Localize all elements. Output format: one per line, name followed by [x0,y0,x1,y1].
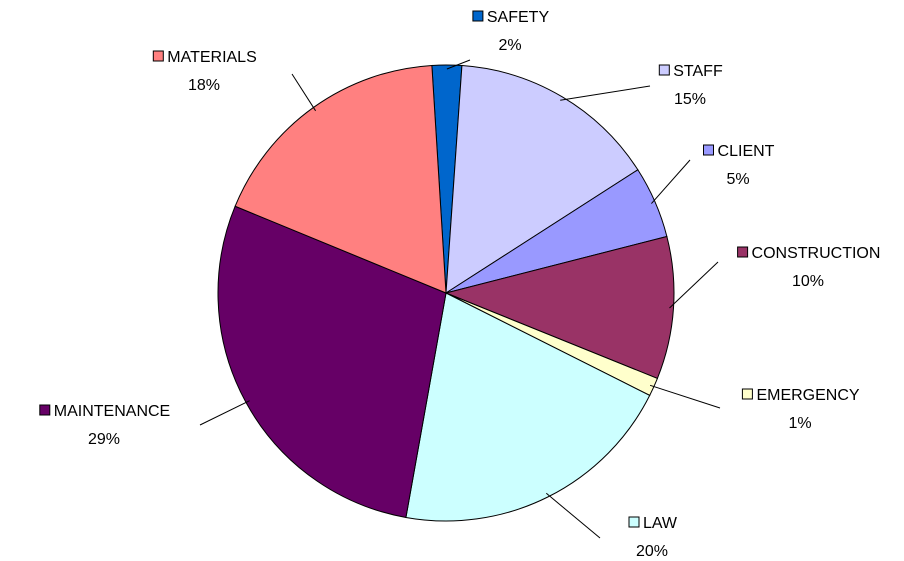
data-label-construction: CONSTRUCTION 10% [737,245,881,290]
legend-key-swatch [703,144,714,156]
slice-label-name: MATERIALS [167,49,257,66]
legend-key-swatch [472,10,484,22]
legend-key-swatch [658,64,670,76]
slice-label-name: CONSTRUCTION [752,245,881,262]
leader-line-staff [560,85,651,101]
leader-line-safety [446,59,471,70]
legend-key-swatch [741,388,753,400]
pie-slice-construction [444,235,675,380]
pie-slice-law [405,292,651,522]
slice-label-percent: 1% [788,415,811,432]
leader-line-client [651,159,691,204]
slice-label-percent: 15% [674,91,706,108]
slice-label-percent: 18% [188,77,220,94]
data-label-maintenance: MAINTENANCE 29% [39,403,170,448]
slice-label-name: EMERGENCY [756,387,859,404]
slice-label-name: SAFETY [487,9,550,26]
pie-slice-staff [445,65,639,294]
leader-line-construction [669,261,719,309]
legend-key-swatch [39,404,51,416]
leader-line-law [545,492,601,539]
leader-lines [199,59,721,539]
data-label-staff: STAFF 15% [658,63,723,108]
data-label-law: LAW 20% [628,515,678,560]
legend-key-swatch [628,516,640,528]
leader-line-emergency [649,384,721,409]
data-labels: SAFETY 2% STAFF 15% CLIENT 5% CONSTRUCTION 10% E… [39,9,881,560]
data-label-emergency: EMERGENCY 1% [741,387,860,432]
slice-label-percent: 10% [792,273,824,290]
legend-key-swatch [737,246,749,258]
slice-label-percent: 2% [498,37,521,54]
slice-label-percent: 5% [726,171,749,188]
slice-label-name: MAINTENANCE [54,403,170,420]
slice-label-name: STAFF [673,63,723,80]
slice-label-name: CLIENT [718,143,775,160]
slice-label-name: LAW [643,515,678,532]
data-label-materials: MATERIALS 18% [152,49,257,94]
leader-line-maintenance [199,400,250,426]
pie-slices [217,64,675,522]
leader-line-materials [291,73,317,112]
legend-key-swatch [152,50,164,62]
data-label-safety: SAFETY 2% [472,9,550,54]
slice-label-percent: 20% [636,543,668,560]
slice-label-percent: 29% [88,431,120,448]
data-label-client: CLIENT 5% [703,143,775,188]
